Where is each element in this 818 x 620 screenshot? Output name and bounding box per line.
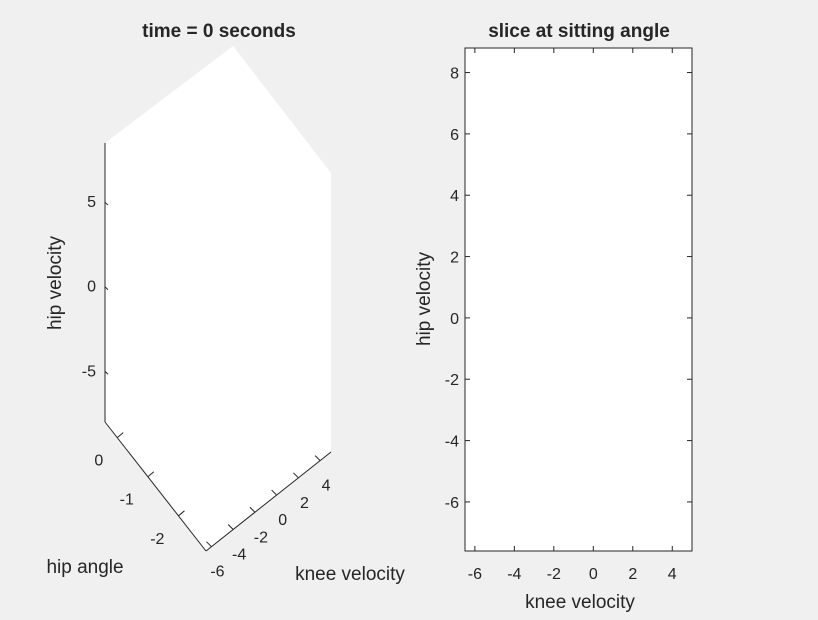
left-x-tick bbox=[293, 472, 299, 479]
right-y-tick-label: 4 bbox=[450, 188, 459, 205]
left-tick-marks bbox=[104, 201, 321, 548]
right-tick-labels: -6 -4 -2 0 2 4 -6 -4 -2 0 2 4 6 8 bbox=[445, 66, 677, 583]
right-y-tick-label: -6 bbox=[445, 495, 459, 512]
left-x-tick bbox=[227, 524, 234, 530]
left-y-tick-label: 0 bbox=[94, 453, 103, 470]
right-x-tick-label: -4 bbox=[507, 566, 521, 583]
right-y-tick-label: 8 bbox=[450, 66, 459, 83]
left-x-axis-line bbox=[205, 451, 332, 552]
right-x-tick-label: -2 bbox=[547, 566, 561, 583]
right-y-tick-label: -4 bbox=[445, 434, 459, 451]
right-y-tick-label: -2 bbox=[445, 372, 459, 389]
left-z-tick-label: -5 bbox=[82, 363, 96, 380]
left-x-tick-label: -4 bbox=[232, 546, 246, 563]
right-x-tick-label: 4 bbox=[668, 566, 677, 583]
left-x-tick bbox=[249, 506, 256, 513]
right-tick-marks bbox=[465, 48, 692, 551]
right-chart-title: slice at sitting angle bbox=[488, 21, 670, 42]
left-y-tick bbox=[178, 510, 185, 517]
left-x-axis-label: knee velocity bbox=[295, 564, 405, 585]
left-x-tick-label: 0 bbox=[278, 512, 287, 529]
left-x-tick-label: -6 bbox=[210, 564, 224, 581]
right-x-axis-label: knee velocity bbox=[525, 592, 635, 613]
left-x-tick-label: 2 bbox=[300, 495, 309, 512]
right-plot-area bbox=[464, 47, 693, 552]
left-z-tick-label: 5 bbox=[87, 194, 96, 211]
left-z-tick bbox=[104, 286, 109, 291]
left-y-axis-label: hip angle bbox=[46, 557, 123, 578]
left-x-tick-label: -2 bbox=[254, 529, 268, 546]
right-2d-axes: -6 -4 -2 0 2 4 -6 -4 -2 0 2 4 6 8 slice at sitting an… bbox=[414, 21, 693, 613]
left-chart-title: time = 0 seconds bbox=[142, 21, 296, 42]
right-y-axis-label: hip velocity bbox=[414, 252, 435, 346]
left-z-tick-label: 0 bbox=[87, 279, 96, 296]
left-z-tick bbox=[104, 370, 109, 375]
left-y-tick bbox=[116, 432, 124, 439]
right-x-tick-label: 2 bbox=[628, 566, 637, 583]
left-axes-background bbox=[105, 46, 331, 551]
right-x-tick-label: 0 bbox=[589, 566, 598, 583]
left-x-tick bbox=[206, 541, 212, 548]
left-y-tick-label: -1 bbox=[120, 492, 134, 509]
left-z-axis-label: hip velocity bbox=[45, 236, 66, 330]
right-y-tick-label: 6 bbox=[450, 127, 459, 144]
right-x-tick-label: -6 bbox=[468, 566, 482, 583]
left-y-tick-label: -2 bbox=[150, 531, 164, 548]
left-y-tick bbox=[147, 471, 155, 478]
right-y-tick-label: 0 bbox=[450, 311, 459, 328]
left-x-tick-label: 4 bbox=[322, 478, 331, 495]
left-z-tick bbox=[104, 201, 109, 206]
right-y-tick-label: 2 bbox=[450, 250, 459, 267]
left-x-tick bbox=[314, 455, 321, 461]
left-x-tick bbox=[271, 489, 278, 496]
left-y-axis-line bbox=[104, 421, 207, 552]
